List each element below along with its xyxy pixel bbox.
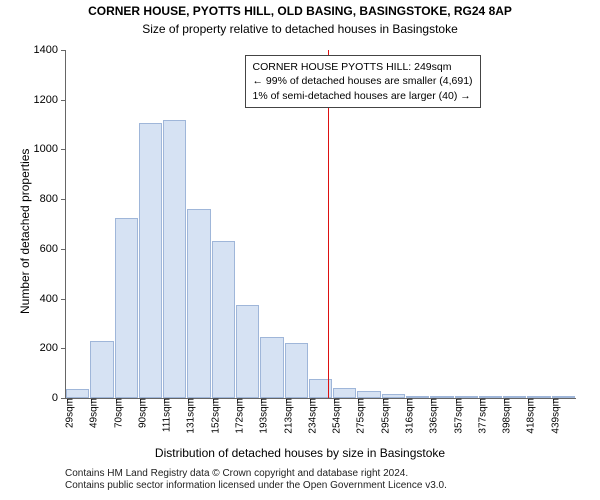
x-tick-label: 316sqm xyxy=(399,398,416,434)
x-tick-label: 193sqm xyxy=(253,398,270,434)
x-tick-label: 234sqm xyxy=(301,398,318,434)
x-tick-label: 357sqm xyxy=(447,398,464,434)
histogram-bar xyxy=(187,209,210,398)
x-tick-label: 295sqm xyxy=(374,398,391,434)
y-tick-label: 200 xyxy=(40,342,66,354)
x-tick-label: 70sqm xyxy=(107,398,124,428)
y-tick-label: 800 xyxy=(40,193,66,205)
x-tick-label: 418sqm xyxy=(520,398,537,434)
y-tick-label: 600 xyxy=(40,243,66,255)
x-tick-label: 131sqm xyxy=(180,398,197,434)
y-tick-label: 1400 xyxy=(34,44,66,56)
annotation-line: CORNER HOUSE PYOTTS HILL: 249sqm xyxy=(253,60,473,74)
x-tick-label: 172sqm xyxy=(229,398,246,434)
x-tick-label: 377sqm xyxy=(471,398,488,434)
y-tick-label: 1000 xyxy=(34,143,66,155)
histogram-bar xyxy=(66,389,89,398)
histogram-bar xyxy=(90,341,113,398)
footer-line-1: Contains HM Land Registry data © Crown c… xyxy=(65,468,408,479)
annotation-line: 1% of semi-detached houses are larger (4… xyxy=(253,89,473,103)
x-tick-label: 336sqm xyxy=(423,398,440,434)
x-tick-label: 111sqm xyxy=(156,398,173,432)
chart-subtitle: Size of property relative to detached ho… xyxy=(0,22,600,36)
histogram-bar xyxy=(333,388,356,398)
histogram-bar xyxy=(357,391,380,398)
x-tick-label: 398sqm xyxy=(496,398,513,434)
histogram-bar xyxy=(163,120,186,398)
x-tick-label: 213sqm xyxy=(277,398,294,434)
x-tick-label: 152sqm xyxy=(204,398,221,434)
annotation-line: ← 99% of detached houses are smaller (4,… xyxy=(253,74,473,88)
x-tick-label: 29sqm xyxy=(59,398,76,428)
x-tick-label: 254sqm xyxy=(326,398,343,434)
histogram-bar xyxy=(236,305,259,398)
histogram-bar xyxy=(260,337,283,398)
plot-area: 020040060080010001200140029sqm49sqm70sqm… xyxy=(65,50,576,399)
x-tick-label: 275sqm xyxy=(350,398,367,434)
histogram-bar xyxy=(212,241,235,398)
x-tick-label: 49sqm xyxy=(83,398,100,428)
x-axis-label: Distribution of detached houses by size … xyxy=(0,446,600,460)
x-tick-label: 90sqm xyxy=(131,398,148,428)
chart-title: CORNER HOUSE, PYOTTS HILL, OLD BASING, B… xyxy=(0,4,600,18)
x-tick-label: 439sqm xyxy=(544,398,561,434)
histogram-bar xyxy=(139,123,162,398)
histogram-bar xyxy=(115,218,138,398)
histogram-bar xyxy=(285,343,308,398)
y-tick-label: 400 xyxy=(40,293,66,305)
footer-line-2: Contains public sector information licen… xyxy=(65,480,447,491)
annotation-box: CORNER HOUSE PYOTTS HILL: 249sqm← 99% of… xyxy=(245,55,481,108)
y-tick-label: 1200 xyxy=(34,94,66,106)
y-axis-label: Number of detached properties xyxy=(18,149,32,314)
